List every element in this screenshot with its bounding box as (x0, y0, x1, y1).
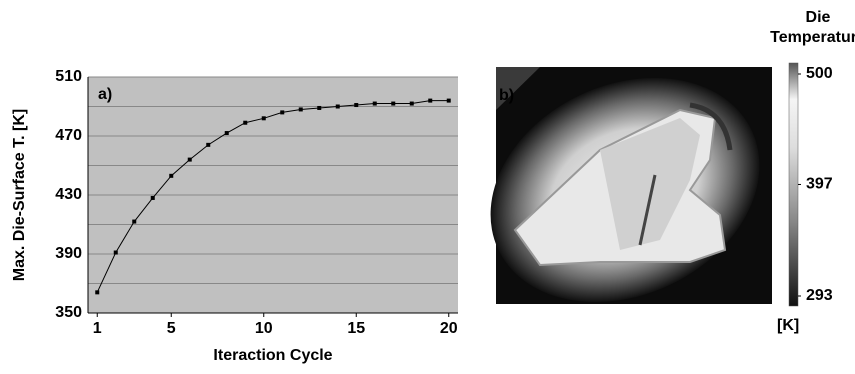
panel-label: a) (98, 86, 112, 103)
x-axis-label: Iteraction Cycle (213, 347, 332, 364)
y-tick-label: 430 (55, 186, 82, 203)
data-point (262, 116, 266, 120)
data-point (132, 220, 136, 224)
x-tick-label: 1 (93, 320, 102, 337)
data-point (225, 131, 229, 135)
y-tick-label: 510 (55, 68, 82, 85)
data-point (206, 143, 210, 147)
data-point (373, 102, 377, 106)
x-tick-label: 20 (440, 320, 458, 337)
data-point (243, 121, 247, 125)
y-tick-label: 350 (55, 304, 82, 321)
colorbar-unit: [K] (777, 317, 799, 334)
y-axis-label: Max. Die-Surface T. [K] (11, 109, 28, 281)
data-point (188, 158, 192, 162)
y-tick-label: 470 (55, 127, 82, 144)
colorbar (789, 63, 798, 306)
data-point (169, 174, 173, 178)
data-point (280, 110, 284, 114)
page: {"chart_data": [ {"type": "line", "panel… (0, 0, 855, 374)
data-point (410, 102, 414, 106)
data-point (151, 196, 155, 200)
data-point (114, 251, 118, 255)
data-point (317, 106, 321, 110)
data-point (336, 105, 340, 109)
panel-label: b) (499, 87, 514, 104)
x-tick-label: 10 (255, 320, 273, 337)
x-tick-label: 15 (347, 320, 365, 337)
colorbar-tick-label: 293 (806, 287, 833, 304)
y-tick-label: 390 (55, 245, 82, 262)
die-image (454, 36, 797, 345)
data-point (447, 99, 451, 103)
x-tick-label: 5 (167, 320, 176, 337)
data-point (391, 102, 395, 106)
data-point (299, 107, 303, 111)
colorbar-tick-label: 397 (806, 176, 833, 193)
figure: 35039043047051015101520a)Iteraction Cycl… (0, 0, 855, 374)
data-point (95, 290, 99, 294)
data-point (354, 103, 358, 107)
colorbar-title: DieTemperature (770, 9, 855, 46)
data-point (428, 99, 432, 103)
colorbar-tick-label: 500 (806, 65, 833, 82)
